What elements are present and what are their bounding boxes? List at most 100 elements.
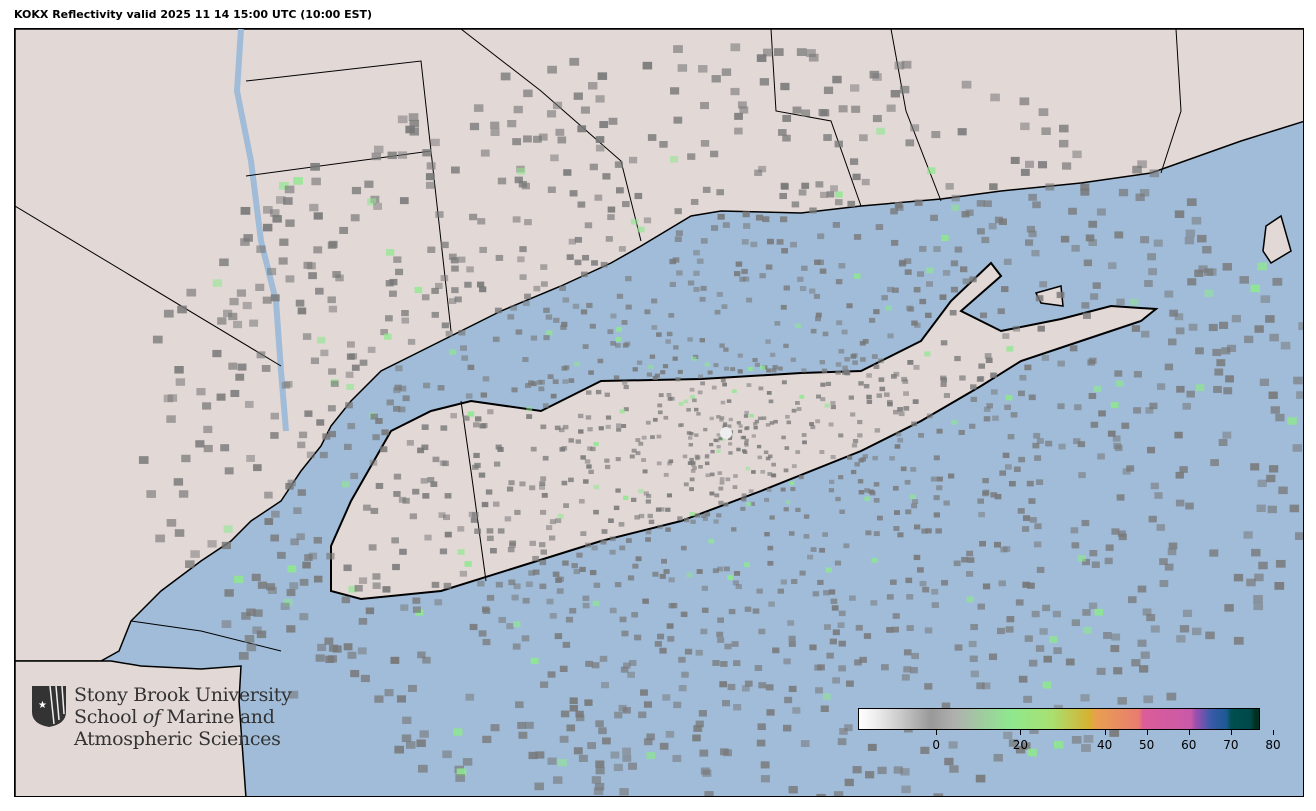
echo-pixel [1089,549,1098,557]
echo-pixel [507,314,515,320]
echo-pixel [900,466,907,472]
echo-pixel [642,469,648,474]
echo-pixel [1057,403,1065,410]
echo-pixel [940,375,947,381]
echo-pixel [860,457,866,462]
echo-pixel [943,500,950,506]
echo-pixel [774,321,781,326]
echo-pixel [1098,410,1106,417]
logo-line-1: Stony Brook University [74,684,292,706]
echo-pixel [699,296,706,302]
echo-pixel [1027,748,1037,757]
echo-pixel [690,462,696,467]
echo-pixel [545,525,553,531]
echo-pixel [358,577,368,584]
echo-pixel [495,254,504,261]
echo-pixel [869,70,880,79]
echo-pixel [364,180,374,188]
echo-pixel [440,275,449,282]
echo-pixel [517,256,525,263]
echo-pixel [613,505,620,511]
echo-pixel [940,340,948,346]
echo-pixel [1006,346,1014,352]
echo-pixel [212,279,223,287]
echo-pixel [694,433,699,437]
echo-pixel [398,496,407,503]
echo-pixel [799,570,806,576]
echo-pixel [625,538,632,543]
echo-pixel [267,267,277,276]
echo-pixel [810,547,817,552]
echo-pixel [717,213,725,220]
echo-pixel [977,376,985,382]
echo-pixel [838,349,845,354]
echo-pixel [646,372,652,377]
echo-pixel [686,431,692,435]
echo-pixel [753,425,758,430]
echo-pixel [1059,124,1069,133]
echo-pixel [660,370,666,375]
echo-pixel [788,531,795,536]
echo-pixel [577,413,584,419]
echo-pixel [454,296,462,303]
echo-pixel [1090,421,1099,428]
echo-pixel [830,598,838,604]
echo-pixel [743,562,750,568]
echo-pixel [341,596,351,604]
radar-map[interactable] [14,28,1304,797]
echo-pixel [853,234,862,240]
echo-pixel [982,477,989,484]
echo-pixel [665,527,671,532]
echo-pixel [638,441,644,446]
echo-pixel [622,754,632,762]
echo-pixel [1018,675,1028,683]
echo-pixel [656,461,662,466]
echo-pixel [540,281,548,287]
echo-pixel [1292,444,1303,452]
echo-pixel [722,382,727,387]
echo-pixel [546,598,554,605]
echo-pixel [750,241,758,248]
echo-pixel [667,461,672,466]
echo-pixel [899,259,907,266]
echo-pixel [680,611,688,618]
echo-pixel [328,430,337,438]
echo-pixel [1065,658,1075,666]
echo-pixel [824,403,830,408]
echo-pixel [857,479,864,484]
echo-pixel [743,223,751,229]
echo-pixel [741,449,747,453]
echo-pixel [1131,659,1141,667]
echo-pixel [959,375,966,381]
echo-pixel [646,751,656,760]
echo-pixel [700,628,708,635]
echo-pixel [593,787,604,795]
echo-pixel [1024,635,1033,642]
echo-pixel [241,612,251,620]
echo-pixel [795,323,801,329]
echo-pixel [909,494,916,500]
echo-pixel [935,528,942,534]
echo-pixel [1015,599,1024,606]
echo-pixel [842,365,848,371]
echo-pixel [728,442,733,446]
echo-pixel [1195,347,1204,355]
echo-pixel [693,270,700,276]
echo-pixel [375,482,384,489]
echo-pixel [585,415,592,420]
echo-pixel [562,560,569,566]
echo-pixel [887,286,894,293]
echo-pixel [666,493,672,498]
echo-pixel [873,498,880,503]
echo-pixel [920,746,930,754]
echo-pixel [779,192,787,200]
echo-pixel [566,724,576,732]
echo-pixel [642,61,653,70]
echo-pixel [1144,280,1153,287]
echo-pixel [909,667,918,674]
echo-pixel [439,548,448,555]
echo-pixel [177,305,187,314]
echo-pixel [760,775,771,783]
echo-pixel [1140,236,1150,244]
echo-pixel [393,473,402,480]
